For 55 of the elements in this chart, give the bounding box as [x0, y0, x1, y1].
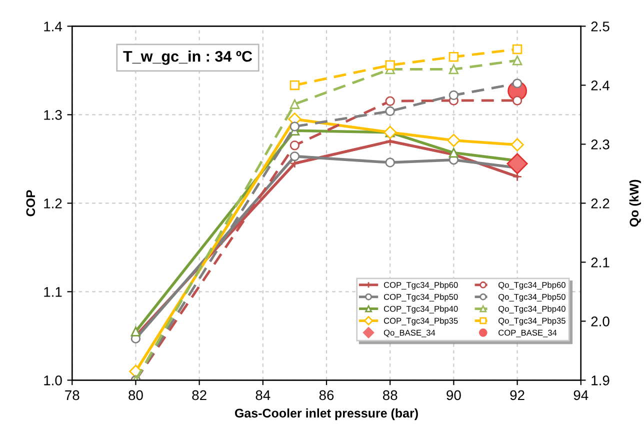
x-tick-label: 84 [256, 390, 270, 400]
y-tick-label: 1.1 [44, 287, 62, 297]
point [447, 134, 460, 147]
x-axis-title: Gas-Cooler inlet pressure (bar) [234, 408, 418, 420]
legend-label: Qo_BASE_34 [384, 330, 436, 338]
x-tick-label: 78 [65, 390, 80, 400]
legend-label: Qo_Tgc34_Pbp40 [498, 306, 566, 314]
legend-label: COP_Tgc34_Pbp50 [384, 294, 458, 302]
y-tick-label: 1.4 [44, 22, 62, 32]
point [448, 90, 459, 100]
x-tick-label: 94 [574, 390, 588, 400]
y2-axis-title: Qo (kW) [629, 180, 642, 227]
x-tick-label: 80 [128, 390, 143, 400]
x-tick-label: 82 [192, 390, 206, 400]
point [512, 56, 522, 66]
legend-label: COP_BASE_34 [498, 330, 557, 338]
x-tick-label: 88 [382, 390, 398, 400]
point [448, 64, 459, 74]
y2-tick-label: 2.3 [591, 140, 610, 150]
x-tick-label: 90 [446, 390, 461, 400]
point [290, 99, 300, 109]
point [448, 52, 459, 62]
point [385, 60, 395, 70]
legend-label: COP_Tgc34_Pbp60 [384, 282, 458, 290]
point [130, 326, 141, 336]
point [290, 151, 300, 162]
x-tick-label: 92 [510, 390, 524, 400]
point [385, 106, 395, 116]
y-tick-label: 1.0 [44, 376, 62, 386]
y2-tick-label: 2.1 [591, 258, 610, 268]
y2-tick-label: 2.4 [591, 80, 610, 90]
legend-label: Qo_Tgc34_Pbp50 [498, 294, 566, 302]
y2-tick-label: 2.0 [591, 316, 610, 326]
legend-label: Qo_Tgc34_Pbp35 [498, 318, 566, 326]
y-axis-title: COP [26, 190, 36, 216]
legend-label: Qo_Tgc34_Pbp60 [498, 282, 566, 290]
legend-label: COP_Tgc34_Pbp40 [384, 306, 458, 314]
annotation: T_w_gc_in : 34 ºC [123, 50, 252, 65]
y-tick-label: 1.3 [44, 110, 62, 120]
point [506, 153, 528, 174]
y2-tick-label: 2.5 [591, 22, 610, 32]
x-tick-label: 86 [319, 390, 334, 400]
y-tick-label: 1.2 [44, 198, 62, 208]
point [290, 122, 300, 132]
point [512, 78, 522, 88]
point [512, 44, 522, 54]
y2-tick-label: 1.9 [592, 376, 610, 386]
point [290, 140, 300, 150]
legend-label: COP_Tgc34_Pbp35 [384, 318, 458, 326]
y2-tick-label: 2.2 [591, 198, 610, 208]
point [385, 158, 395, 168]
point [510, 138, 524, 152]
point [512, 96, 522, 106]
point [385, 96, 395, 106]
point [290, 80, 300, 90]
